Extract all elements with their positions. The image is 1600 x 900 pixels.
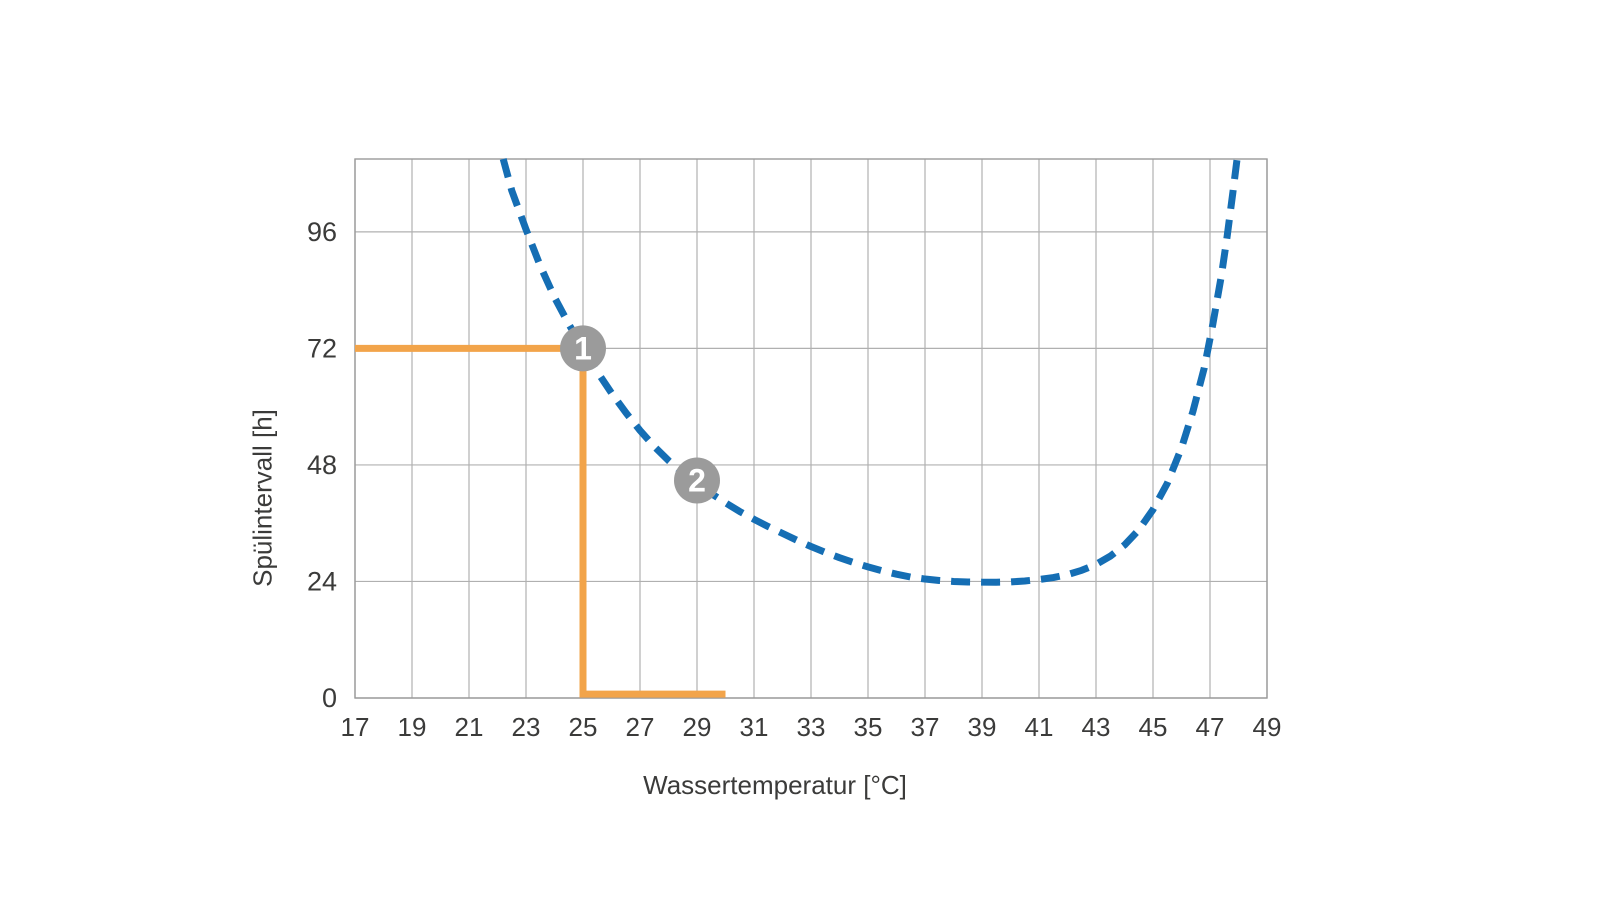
marker-label-2: 2 xyxy=(688,462,706,498)
marker-circle-1 xyxy=(560,325,606,372)
temperature-interval-step-guide xyxy=(355,344,726,698)
x-tick-label: 19 xyxy=(398,712,427,742)
x-tick-label: 45 xyxy=(1139,712,1168,742)
x-tick-label: 49 xyxy=(1253,712,1282,742)
x-axis-title: Wassertemperatur [°C] xyxy=(643,770,907,800)
plot-border xyxy=(354,158,1268,699)
x-tick-label: 37 xyxy=(911,712,940,742)
x-tick-label: 27 xyxy=(626,712,655,742)
y-tick-label: 24 xyxy=(307,566,337,596)
x-tick-label: 23 xyxy=(512,712,541,742)
curve-Spülintervall-Kurve xyxy=(499,158,1241,586)
y-tick-label: 72 xyxy=(307,333,337,363)
x-tick-label: 33 xyxy=(797,712,826,742)
marker-label-1: 1 xyxy=(574,330,592,366)
x-tick-label: 47 xyxy=(1196,712,1225,742)
y-tick-label: 48 xyxy=(307,450,337,480)
x-tick-label: 31 xyxy=(740,712,769,742)
x-tick-label: 25 xyxy=(569,712,598,742)
x-tick-label: 39 xyxy=(968,712,997,742)
y-axis-title: Spülintervall [h] xyxy=(247,409,278,587)
x-tick-label: 43 xyxy=(1082,712,1111,742)
x-tick-label: 41 xyxy=(1025,712,1054,742)
x-tick-label: 21 xyxy=(455,712,484,742)
x-tick-label: 17 xyxy=(341,712,370,742)
y-tick-label: 0 xyxy=(322,683,337,713)
marker-circle-2 xyxy=(674,457,720,504)
y-tick-label: 96 xyxy=(307,217,337,247)
x-tick-label: 35 xyxy=(854,712,883,742)
x-tick-label: 29 xyxy=(683,712,712,742)
